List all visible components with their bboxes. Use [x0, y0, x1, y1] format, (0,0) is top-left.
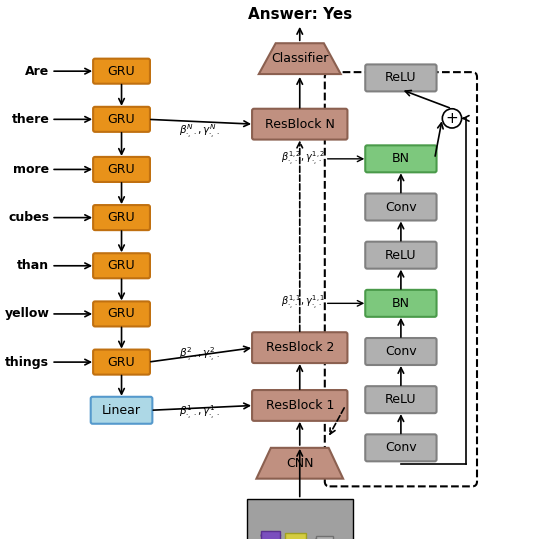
Text: Answer: Yes: Answer: Yes [247, 7, 352, 22]
Bar [285, 532, 306, 546]
FancyBboxPatch shape [93, 301, 150, 327]
FancyBboxPatch shape [91, 397, 152, 424]
Polygon shape [259, 43, 341, 74]
Ellipse shape [261, 532, 280, 539]
Text: cubes: cubes [8, 211, 49, 224]
Text: $\beta^{1,1}_{\cdot,\cdot}, \gamma^{1,1}_{\cdot,\cdot}$: $\beta^{1,1}_{\cdot,\cdot}, \gamma^{1,1}… [281, 294, 325, 312]
Text: BN: BN [392, 152, 410, 165]
Text: ReLU: ReLU [385, 248, 416, 262]
Bar [247, 500, 353, 546]
Text: $\beta^1_{\cdot,\cdot}, \gamma^1_{\cdot,\cdot}$: $\beta^1_{\cdot,\cdot}, \gamma^1_{\cdot,… [180, 404, 220, 422]
Text: GRU: GRU [108, 64, 135, 78]
Text: Classifier: Classifier [271, 52, 329, 65]
FancyBboxPatch shape [93, 58, 150, 84]
Text: Are: Are [25, 64, 49, 78]
Text: ResBlock N: ResBlock N [265, 117, 335, 130]
Text: BN: BN [392, 297, 410, 310]
FancyBboxPatch shape [365, 435, 436, 461]
Text: GRU: GRU [108, 211, 135, 224]
Text: more: more [13, 163, 49, 176]
FancyBboxPatch shape [252, 332, 348, 363]
Polygon shape [256, 448, 343, 479]
FancyBboxPatch shape [365, 386, 436, 413]
Text: Linear: Linear [102, 404, 141, 417]
Text: GRU: GRU [108, 259, 135, 272]
FancyBboxPatch shape [252, 109, 348, 140]
FancyBboxPatch shape [93, 157, 150, 182]
Text: ReLU: ReLU [385, 393, 416, 406]
Text: GRU: GRU [108, 307, 135, 321]
Text: Conv: Conv [385, 441, 416, 454]
Text: $\beta^2_{\cdot,\cdot}, \gamma^2_{\cdot,\cdot}$: $\beta^2_{\cdot,\cdot}, \gamma^2_{\cdot,… [180, 346, 220, 364]
Text: $\beta^{1,2}_{\cdot,\cdot}, \gamma^{1,2}_{\cdot,\cdot}$: $\beta^{1,2}_{\cdot,\cdot}, \gamma^{1,2}… [281, 150, 325, 168]
FancyBboxPatch shape [365, 290, 436, 317]
Text: things: things [6, 355, 49, 369]
FancyBboxPatch shape [93, 253, 150, 278]
Text: than: than [17, 259, 49, 272]
FancyBboxPatch shape [325, 72, 477, 486]
FancyBboxPatch shape [365, 64, 436, 91]
FancyBboxPatch shape [365, 193, 436, 221]
Text: GRU: GRU [108, 163, 135, 176]
Text: +: + [445, 111, 458, 126]
FancyBboxPatch shape [93, 107, 150, 132]
Circle shape [443, 109, 461, 128]
Bar [261, 531, 280, 546]
Text: there: there [12, 113, 49, 126]
FancyBboxPatch shape [365, 145, 436, 173]
Text: ReLU: ReLU [385, 72, 416, 85]
Text: ResBlock 1: ResBlock 1 [266, 399, 334, 412]
Text: $\beta^N_{\cdot,\cdot}, \gamma^N_{\cdot,\cdot}$: $\beta^N_{\cdot,\cdot}, \gamma^N_{\cdot,… [180, 123, 220, 141]
Text: Conv: Conv [385, 200, 416, 213]
Ellipse shape [315, 537, 332, 544]
Text: ResBlock 2: ResBlock 2 [266, 341, 334, 354]
FancyBboxPatch shape [93, 349, 150, 375]
Bar [316, 537, 334, 546]
Text: GRU: GRU [108, 113, 135, 126]
Text: Conv: Conv [385, 345, 416, 358]
Text: CNN: CNN [286, 457, 314, 470]
FancyBboxPatch shape [365, 242, 436, 269]
FancyBboxPatch shape [365, 338, 436, 365]
Text: GRU: GRU [108, 355, 135, 369]
FancyBboxPatch shape [252, 390, 348, 421]
FancyBboxPatch shape [93, 205, 150, 230]
Text: yellow: yellow [4, 307, 49, 321]
